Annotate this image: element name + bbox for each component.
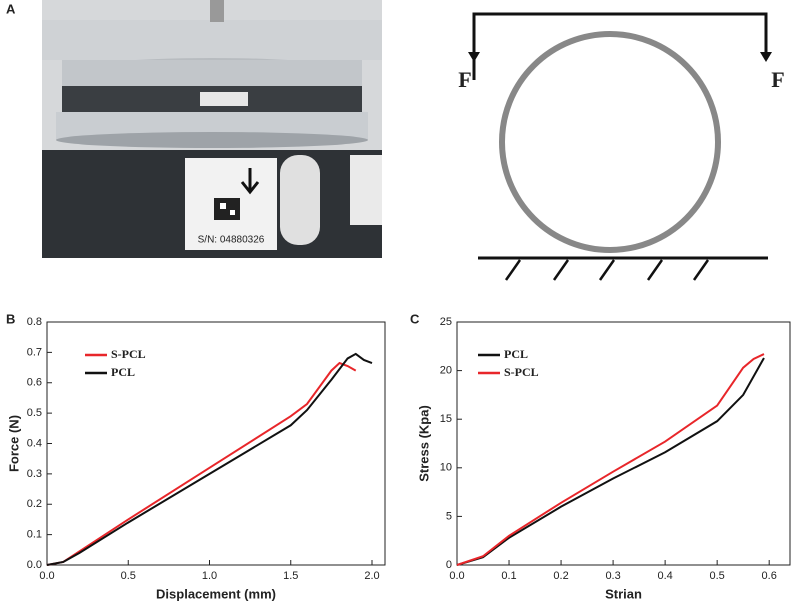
- photo-serial: S/N: 04880326: [198, 235, 265, 246]
- y-tick-label: 0.2: [27, 498, 42, 510]
- x-tick-label: 0.5: [121, 570, 136, 582]
- x-tick-label: 1.0: [202, 570, 217, 582]
- plot-frame: [46, 321, 386, 566]
- photo: S/N: 04880326: [42, 0, 382, 258]
- legend-label: S-PCL: [111, 347, 146, 361]
- x-tick-label: 1.5: [283, 570, 298, 582]
- x-tick-label: 0.5: [710, 570, 725, 582]
- y-tick-label: 0.3: [27, 468, 42, 480]
- x-tick-label: 0.4: [657, 570, 672, 582]
- y-tick-label: 15: [440, 413, 452, 425]
- data-line: [46, 352, 373, 566]
- y-tick-label: 0.5: [27, 407, 42, 419]
- legend-label: S-PCL: [504, 365, 539, 379]
- force-label: F: [771, 67, 784, 92]
- x-tick-label: 0.6: [762, 570, 777, 582]
- y-tick-label: 0.0: [27, 559, 42, 571]
- y-tick-label: 20: [440, 365, 452, 377]
- x-tick-label: 0.3: [605, 570, 620, 582]
- y-axis-label: Force (N): [6, 415, 21, 472]
- y-tick-label: 0.7: [27, 346, 42, 358]
- x-tick-label: 0.1: [501, 570, 516, 582]
- y-tick-label: 0.8: [27, 316, 42, 328]
- x-axis-label: Displacement (mm): [156, 586, 276, 601]
- legend-label: PCL: [504, 347, 528, 361]
- y-tick-label: 0.6: [27, 377, 42, 389]
- panel-label: A: [6, 1, 16, 16]
- diagram: F F: [458, 12, 785, 281]
- y-tick-label: 0.4: [27, 437, 42, 449]
- panel-label: B: [6, 311, 15, 326]
- y-axis-label: Stress (Kpa): [416, 405, 431, 482]
- force-label: F: [458, 67, 471, 92]
- x-tick-label: 2.0: [364, 570, 379, 582]
- plot-frame: [456, 321, 791, 566]
- x-tick-label: 0.0: [39, 570, 54, 582]
- legend-label: PCL: [111, 365, 135, 379]
- x-tick-label: 0.2: [553, 570, 568, 582]
- panel-label: C: [410, 311, 420, 326]
- data-line: [456, 353, 765, 566]
- x-tick-label: 0.0: [449, 570, 464, 582]
- y-tick-label: 0.1: [27, 529, 42, 541]
- x-axis-label: Strian: [605, 586, 642, 601]
- y-tick-label: 0: [446, 559, 452, 571]
- y-tick-label: 10: [440, 462, 452, 474]
- data-line: [456, 357, 765, 566]
- data-line: [46, 361, 357, 566]
- y-tick-label: 25: [440, 316, 452, 328]
- y-tick-label: 5: [446, 510, 452, 522]
